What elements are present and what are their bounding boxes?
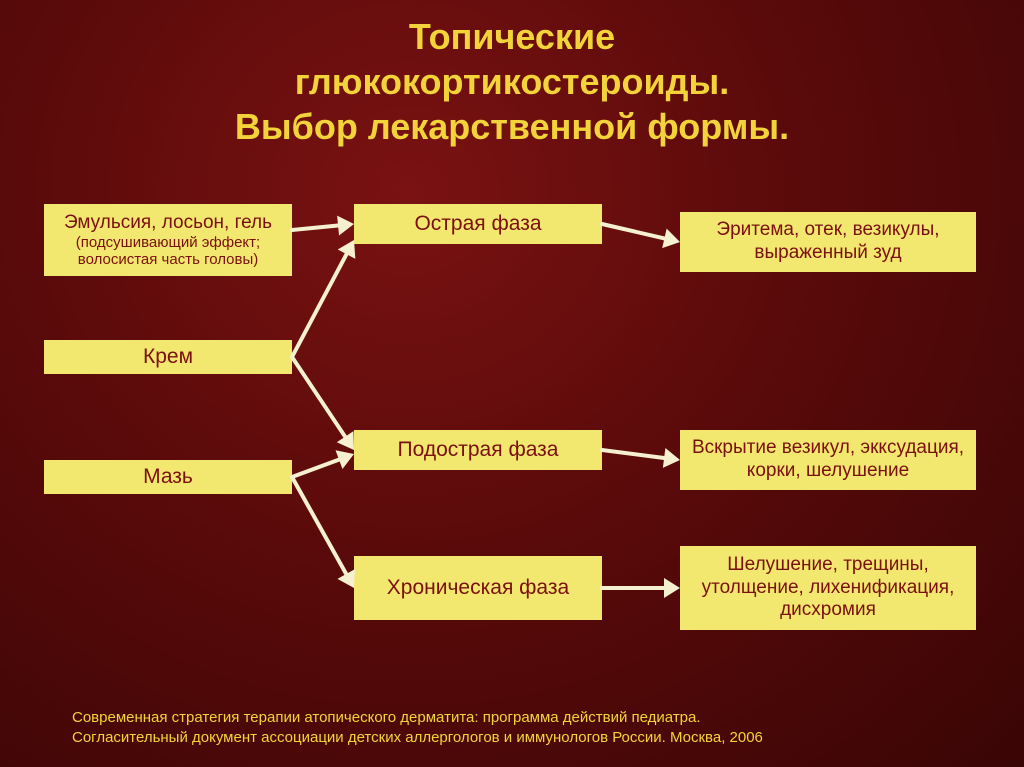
- phase-chronic-label: Хроническая фаза: [387, 576, 569, 600]
- desc-chronic: Шелушение, трещины, утолщение, лихенифик…: [680, 546, 976, 630]
- form-emulsion-sub2: волосистая часть головы): [78, 251, 258, 268]
- form-emulsion-sub1: (подсушивающий эффект;: [76, 234, 260, 251]
- desc-subacute: Вскрытие везикул, экксудация, корки, шел…: [680, 430, 976, 490]
- form-cream: Крем: [44, 340, 292, 374]
- phase-subacute-label: Подострая фаза: [398, 438, 559, 462]
- title-line3: Выбор лекарственной формы.: [235, 106, 789, 147]
- footnote-line2: Согласительный документ ассоциации детск…: [72, 729, 763, 746]
- footnote: Современная стратегия терапии атопическо…: [72, 708, 763, 749]
- phase-subacute: Подострая фаза: [354, 430, 602, 470]
- form-ointment-label: Мазь: [143, 465, 193, 489]
- desc-chronic-text: Шелушение, трещины, утолщение, лихенифик…: [688, 554, 968, 622]
- desc-acute: Эритема, отек, везикулы, выраженный зуд: [680, 212, 976, 272]
- title-line1: Топические: [409, 16, 615, 57]
- desc-subacute-text: Вскрытие везикул, экксудация, корки, шел…: [688, 437, 968, 483]
- footnote-line1: Современная стратегия терапии атопическо…: [72, 709, 701, 726]
- form-emulsion-label: Эмульсия, лосьон, гель: [64, 212, 272, 234]
- form-ointment: Мазь: [44, 460, 292, 494]
- form-cream-label: Крем: [143, 345, 193, 369]
- form-emulsion: Эмульсия, лосьон, гель (подсушивающий эф…: [44, 204, 292, 276]
- desc-acute-text: Эритема, отек, везикулы, выраженный зуд: [688, 219, 968, 265]
- phase-acute-label: Острая фаза: [414, 212, 541, 236]
- phase-chronic: Хроническая фаза: [354, 556, 602, 620]
- phase-acute: Острая фаза: [354, 204, 602, 244]
- slide-title: Топические глюкокортикостероиды. Выбор л…: [0, 14, 1024, 149]
- title-line2: глюкокортикостероиды.: [295, 61, 730, 102]
